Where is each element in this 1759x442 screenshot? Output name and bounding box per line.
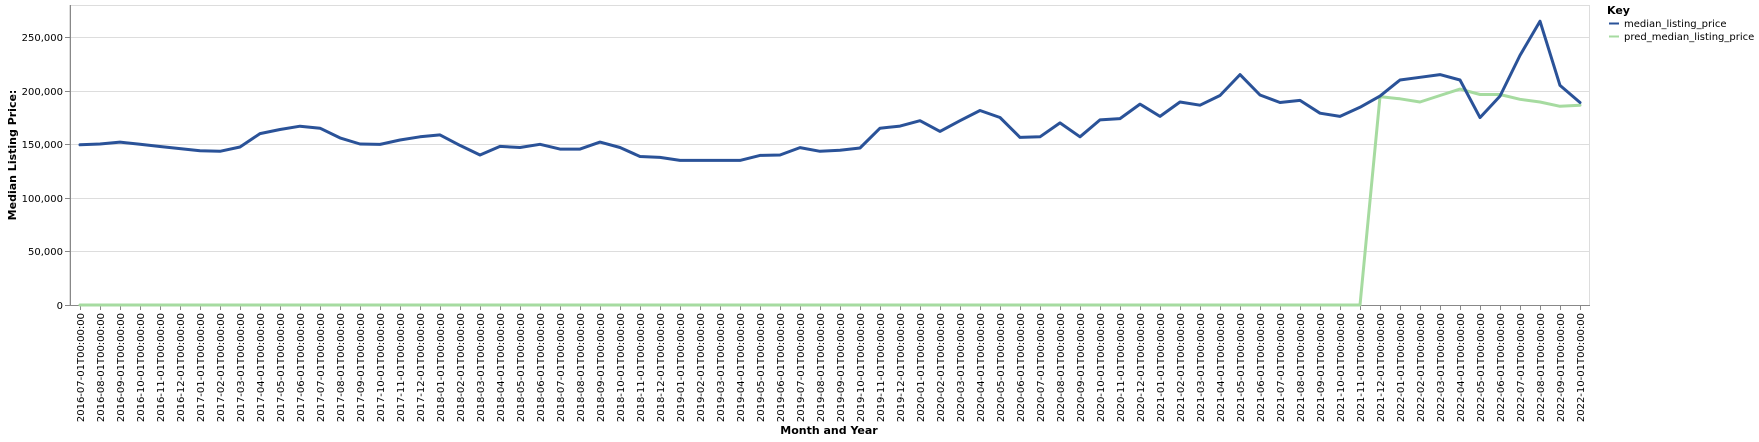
x-tick-label: 2021-10-01T00:00:00 bbox=[1336, 313, 1347, 422]
y-axis: 0 50,000 100,000 150,000 200,000 250,000 bbox=[22, 5, 71, 312]
x-tick-label: 2020-02-01T00:00:00 bbox=[936, 313, 947, 422]
x-tick-label: 2017-07-01T00:00:00 bbox=[316, 313, 327, 422]
y-tick-label: 100,000 bbox=[22, 194, 63, 205]
x-tick-label: 2021-07-01T00:00:00 bbox=[1276, 313, 1287, 422]
x-tick-label: 2022-08-01T00:00:00 bbox=[1536, 313, 1547, 422]
legend-label: pred_median_listing_price bbox=[1624, 32, 1754, 43]
legend-title: Key bbox=[1607, 4, 1630, 17]
x-tick-label: 2021-08-01T00:00:00 bbox=[1296, 313, 1307, 422]
x-tick-label: 2016-11-01T00:00:00 bbox=[156, 313, 167, 422]
series-line-pred_median_listing_price bbox=[78, 87, 1582, 307]
x-tick-label: 2020-11-01T00:00:00 bbox=[1116, 313, 1127, 422]
x-tick-label: 2021-01-01T00:00:00 bbox=[1156, 313, 1167, 422]
x-tick-label: 2022-05-01T00:00:00 bbox=[1476, 313, 1487, 422]
series-lines bbox=[78, 19, 1582, 307]
x-tick-label: 2022-09-01T00:00:00 bbox=[1556, 313, 1567, 422]
x-tick-label: 2019-02-01T00:00:00 bbox=[696, 313, 707, 422]
x-tick-label: 2018-10-01T00:00:00 bbox=[616, 313, 627, 422]
x-tick-label: 2021-05-01T00:00:00 bbox=[1236, 313, 1247, 422]
legend: Key median_listing_price pred_median_list… bbox=[1607, 4, 1754, 43]
x-tick-label: 2018-07-01T00:00:00 bbox=[556, 313, 567, 422]
x-tick-label: 2020-04-01T00:00:00 bbox=[976, 313, 987, 422]
x-tick-label: 2018-08-01T00:00:00 bbox=[576, 313, 587, 422]
x-tick-label: 2016-08-01T00:00:00 bbox=[96, 313, 107, 422]
x-tick-label: 2018-11-01T00:00:00 bbox=[636, 313, 647, 422]
y-tick-label: 200,000 bbox=[22, 87, 63, 98]
x-tick-label: 2022-02-01T00:00:00 bbox=[1416, 313, 1427, 422]
x-tick-label: 2022-01-01T00:00:00 bbox=[1396, 313, 1407, 422]
x-tick-label: 2022-04-01T00:00:00 bbox=[1456, 313, 1467, 422]
x-tick-label: 2022-07-01T00:00:00 bbox=[1516, 313, 1527, 422]
x-tick-label: 2017-11-01T00:00:00 bbox=[396, 313, 407, 422]
x-tick-label: 2019-06-01T00:00:00 bbox=[776, 313, 787, 422]
x-tick-label: 2016-12-01T00:00:00 bbox=[176, 313, 187, 422]
x-tick-label: 2019-08-01T00:00:00 bbox=[816, 313, 827, 422]
x-tick-label: 2020-12-01T00:00:00 bbox=[1136, 313, 1147, 422]
legend-label: median_listing_price bbox=[1624, 19, 1727, 30]
x-tick-label: 2017-05-01T00:00:00 bbox=[276, 313, 287, 422]
x-tick-label: 2019-05-01T00:00:00 bbox=[756, 313, 767, 422]
x-tick-label: 2022-10-01T00:00:00 bbox=[1576, 313, 1587, 422]
x-tick-label: 2017-04-01T00:00:00 bbox=[256, 313, 267, 422]
x-tick-label: 2022-06-01T00:00:00 bbox=[1496, 313, 1507, 422]
series-line-median_listing_price bbox=[78, 19, 1582, 162]
x-tick-label: 2019-12-01T00:00:00 bbox=[896, 313, 907, 422]
x-tick-label: 2019-03-01T00:00:00 bbox=[716, 313, 727, 422]
x-tick-label: 2016-07-01T00:00:00 bbox=[76, 313, 87, 422]
plot-background bbox=[69, 5, 1590, 306]
y-axis-title: Median Listing Price: bbox=[6, 90, 19, 221]
x-axis-title: Month and Year bbox=[780, 424, 878, 437]
x-tick-label: 2019-11-01T00:00:00 bbox=[876, 313, 887, 422]
x-tick-label: 2019-07-01T00:00:00 bbox=[796, 313, 807, 422]
x-tick-label: 2020-08-01T00:00:00 bbox=[1056, 313, 1067, 422]
x-tick-label: 2021-04-01T00:00:00 bbox=[1216, 313, 1227, 422]
y-tick-label: 0 bbox=[57, 301, 63, 312]
x-tick-label: 2020-05-01T00:00:00 bbox=[996, 313, 1007, 422]
gridlines bbox=[70, 37, 1590, 252]
x-tick-label: 2018-03-01T00:00:00 bbox=[476, 313, 487, 422]
x-tick-label: 2020-10-01T00:00:00 bbox=[1096, 313, 1107, 422]
x-tick-label: 2021-06-01T00:00:00 bbox=[1256, 313, 1267, 422]
x-tick-label: 2018-01-01T00:00:00 bbox=[436, 313, 447, 422]
x-tick-label: 2019-04-01T00:00:00 bbox=[736, 313, 747, 422]
x-tick-label: 2019-09-01T00:00:00 bbox=[836, 313, 847, 422]
x-tick-label: 2020-07-01T00:00:00 bbox=[1036, 313, 1047, 422]
x-tick-label: 2019-10-01T00:00:00 bbox=[856, 313, 867, 422]
x-tick-label: 2017-06-01T00:00:00 bbox=[296, 313, 307, 422]
x-tick-label: 2020-03-01T00:00:00 bbox=[956, 313, 967, 422]
x-tick-label: 2017-03-01T00:00:00 bbox=[236, 313, 247, 422]
x-tick-label: 2017-08-01T00:00:00 bbox=[336, 313, 347, 422]
y-tick-label: 50,000 bbox=[28, 247, 63, 258]
x-tick-label: 2022-03-01T00:00:00 bbox=[1436, 313, 1447, 422]
x-tick-label: 2020-06-01T00:00:00 bbox=[1016, 313, 1027, 422]
x-tick-label: 2017-02-01T00:00:00 bbox=[216, 313, 227, 422]
x-tick-label: 2021-03-01T00:00:00 bbox=[1196, 313, 1207, 422]
x-tick-label: 2018-02-01T00:00:00 bbox=[456, 313, 467, 422]
x-tick-label: 2016-10-01T00:00:00 bbox=[136, 313, 147, 422]
x-tick-label: 2018-05-01T00:00:00 bbox=[516, 313, 527, 422]
x-tick-label: 2020-09-01T00:00:00 bbox=[1076, 313, 1087, 422]
x-tick-label: 2021-02-01T00:00:00 bbox=[1176, 313, 1187, 422]
x-tick-label: 2018-06-01T00:00:00 bbox=[536, 313, 547, 422]
x-tick-label: 2021-11-01T00:00:00 bbox=[1356, 313, 1367, 422]
x-tick-label: 2017-01-01T00:00:00 bbox=[196, 313, 207, 422]
x-tick-label: 2017-10-01T00:00:00 bbox=[376, 313, 387, 422]
y-tick-label: 250,000 bbox=[22, 33, 63, 44]
x-tick-label: 2018-09-01T00:00:00 bbox=[596, 313, 607, 422]
x-tick-label: 2016-09-01T00:00:00 bbox=[116, 313, 127, 422]
x-tick-label: 2021-12-01T00:00:00 bbox=[1376, 313, 1387, 422]
x-tick-label: 2019-01-01T00:00:00 bbox=[676, 313, 687, 422]
x-tick-label: 2018-04-01T00:00:00 bbox=[496, 313, 507, 422]
x-tick-label: 2017-09-01T00:00:00 bbox=[356, 313, 367, 422]
x-tick-label: 2021-09-01T00:00:00 bbox=[1316, 313, 1327, 422]
x-axis: 2016-07-01T00:00:00 2016-08-01T00:00:00 20… bbox=[70, 305, 1590, 422]
x-tick-label: 2018-12-01T00:00:00 bbox=[656, 313, 667, 422]
y-tick-label: 150,000 bbox=[22, 140, 63, 151]
x-tick-label: 2017-12-01T00:00:00 bbox=[416, 313, 427, 422]
x-tick-label: 2020-01-01T00:00:00 bbox=[916, 313, 927, 422]
